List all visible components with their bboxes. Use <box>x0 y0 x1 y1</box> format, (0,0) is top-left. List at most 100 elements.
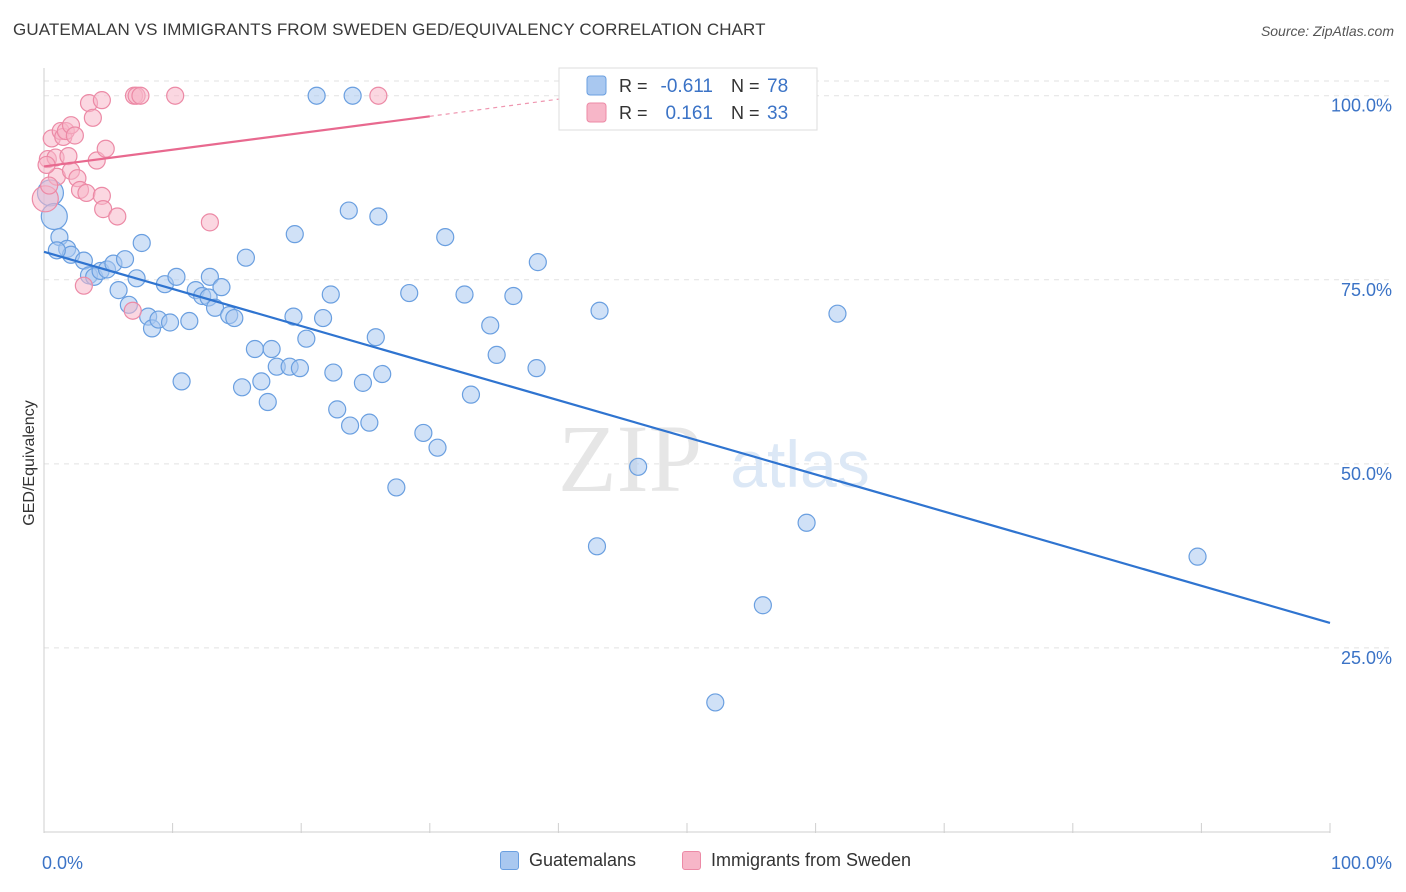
point-sweden <box>94 200 113 219</box>
point-guatemalans <box>160 313 180 332</box>
point-guatemalans <box>1188 547 1207 566</box>
legend-item-sweden[interactable]: Immigrants from Sweden <box>682 850 911 871</box>
point-guatemalans <box>343 86 362 105</box>
point-guatemalans <box>212 278 231 297</box>
legend-label-sweden: Immigrants from Sweden <box>711 850 912 870</box>
x-tick-label: 0.0% <box>42 853 83 873</box>
point-guatemalans <box>527 359 546 378</box>
point-sweden <box>200 213 219 232</box>
point-guatemalans <box>284 307 303 326</box>
legend-label-guatemalans: Guatemalans <box>529 850 637 870</box>
point-sweden <box>74 276 93 295</box>
point-sweden <box>369 86 388 105</box>
point-guatemalans <box>340 416 360 435</box>
point-guatemalans <box>313 308 333 328</box>
trendline-sweden <box>43 115 430 168</box>
stats-swatch-pink <box>586 102 607 123</box>
point-guatemalans <box>328 400 347 419</box>
point-guatemalans <box>180 311 199 331</box>
point-sweden <box>92 91 111 110</box>
point-guatemalans <box>232 378 252 397</box>
stats-n-label-pink: N = <box>731 103 760 123</box>
point-guatemalans <box>528 253 547 272</box>
trendline-guatemalans <box>43 250 1331 624</box>
legend-swatch-blue <box>500 851 519 870</box>
point-guatemalans <box>132 233 151 253</box>
point-guatemalans <box>307 86 326 105</box>
point-guatemalans <box>428 438 447 457</box>
point-guatemalans <box>369 207 388 226</box>
point-sweden <box>40 176 59 195</box>
stats-r-value-pink: 0.161 <box>665 103 713 124</box>
point-guatemalans <box>400 283 419 303</box>
point-guatemalans <box>629 457 648 476</box>
point-guatemalans <box>285 225 304 244</box>
data-points <box>31 86 1207 712</box>
point-sweden <box>65 126 84 145</box>
point-guatemalans <box>297 329 316 348</box>
point-guatemalans <box>321 285 340 304</box>
point-guatemalans <box>455 285 474 304</box>
point-guatemalans <box>324 363 343 382</box>
point-guatemalans <box>436 227 455 247</box>
point-sweden <box>77 183 96 203</box>
point-guatemalans <box>587 537 607 556</box>
stats-n-value-pink: 33 <box>767 103 788 124</box>
legend-swatch-pink <box>682 851 701 870</box>
point-sweden <box>131 86 150 105</box>
y-tick-label: 100.0% <box>1331 96 1392 116</box>
stats-r-label-pink: R = <box>619 103 648 123</box>
y-axis-label: GED/Equivalency <box>21 400 38 525</box>
point-guatemalans <box>200 267 219 286</box>
point-guatemalans <box>414 423 433 443</box>
stats-r-value-blue: -0.611 <box>661 76 713 97</box>
legend-item-guatemalans[interactable]: Guatemalans <box>500 850 636 871</box>
point-guatemalans <box>245 339 265 359</box>
point-guatemalans <box>258 392 277 412</box>
watermark-zip: ZIP <box>558 405 702 512</box>
point-guatemalans <box>225 308 244 328</box>
trend-lines <box>43 95 1331 624</box>
point-guatemalans <box>167 267 186 286</box>
point-guatemalans <box>373 364 392 384</box>
x-tick-label: 100.0% <box>1331 853 1392 873</box>
point-guatemalans <box>706 693 725 712</box>
y-tick-label: 75.0% <box>1341 280 1392 300</box>
point-guatemalans <box>360 413 379 432</box>
point-guatemalans <box>236 248 256 267</box>
stats-r-label-blue: R = <box>619 76 648 96</box>
point-sweden <box>123 301 142 320</box>
y-tick-label: 50.0% <box>1341 464 1392 484</box>
stats-n-value-blue: 78 <box>767 76 788 97</box>
chart-title: GUATEMALAN VS IMMIGRANTS FROM SWEDEN GED… <box>13 20 766 39</box>
point-guatemalans <box>252 372 271 391</box>
point-guatemalans <box>753 596 772 615</box>
stats-legend: R = -0.611 N = 78 R = 0.161 N = 33 <box>558 67 818 131</box>
point-guatemalans <box>487 345 506 364</box>
stats-swatch-blue <box>586 75 607 96</box>
point-guatemalans <box>504 286 523 306</box>
point-sweden <box>108 207 127 226</box>
point-guatemalans <box>590 301 609 320</box>
watermark-atlas: atlas <box>730 427 869 501</box>
point-guatemalans <box>290 359 310 378</box>
point-guatemalans <box>481 316 500 335</box>
point-sweden <box>96 139 115 158</box>
tick-labels: 25.0% 50.0% 75.0% 100.0% 0.0% 100.0% <box>42 96 1392 873</box>
trendline-sweden-extension <box>429 95 585 117</box>
point-guatemalans <box>828 304 847 323</box>
point-sweden <box>83 108 102 127</box>
point-guatemalans <box>115 250 135 269</box>
point-guatemalans <box>109 281 128 300</box>
source-label: Source: ZipAtlas.com <box>1260 23 1394 39</box>
point-guatemalans <box>461 385 481 404</box>
point-sweden <box>166 86 185 105</box>
grid-lines <box>44 80 1392 649</box>
point-guatemalans <box>339 201 358 220</box>
point-guatemalans <box>172 372 191 391</box>
series-legend: Guatemalans Immigrants from Sweden <box>0 850 1406 878</box>
point-guatemalans <box>366 328 385 347</box>
point-guatemalans <box>797 513 816 532</box>
point-guatemalans <box>262 339 281 359</box>
